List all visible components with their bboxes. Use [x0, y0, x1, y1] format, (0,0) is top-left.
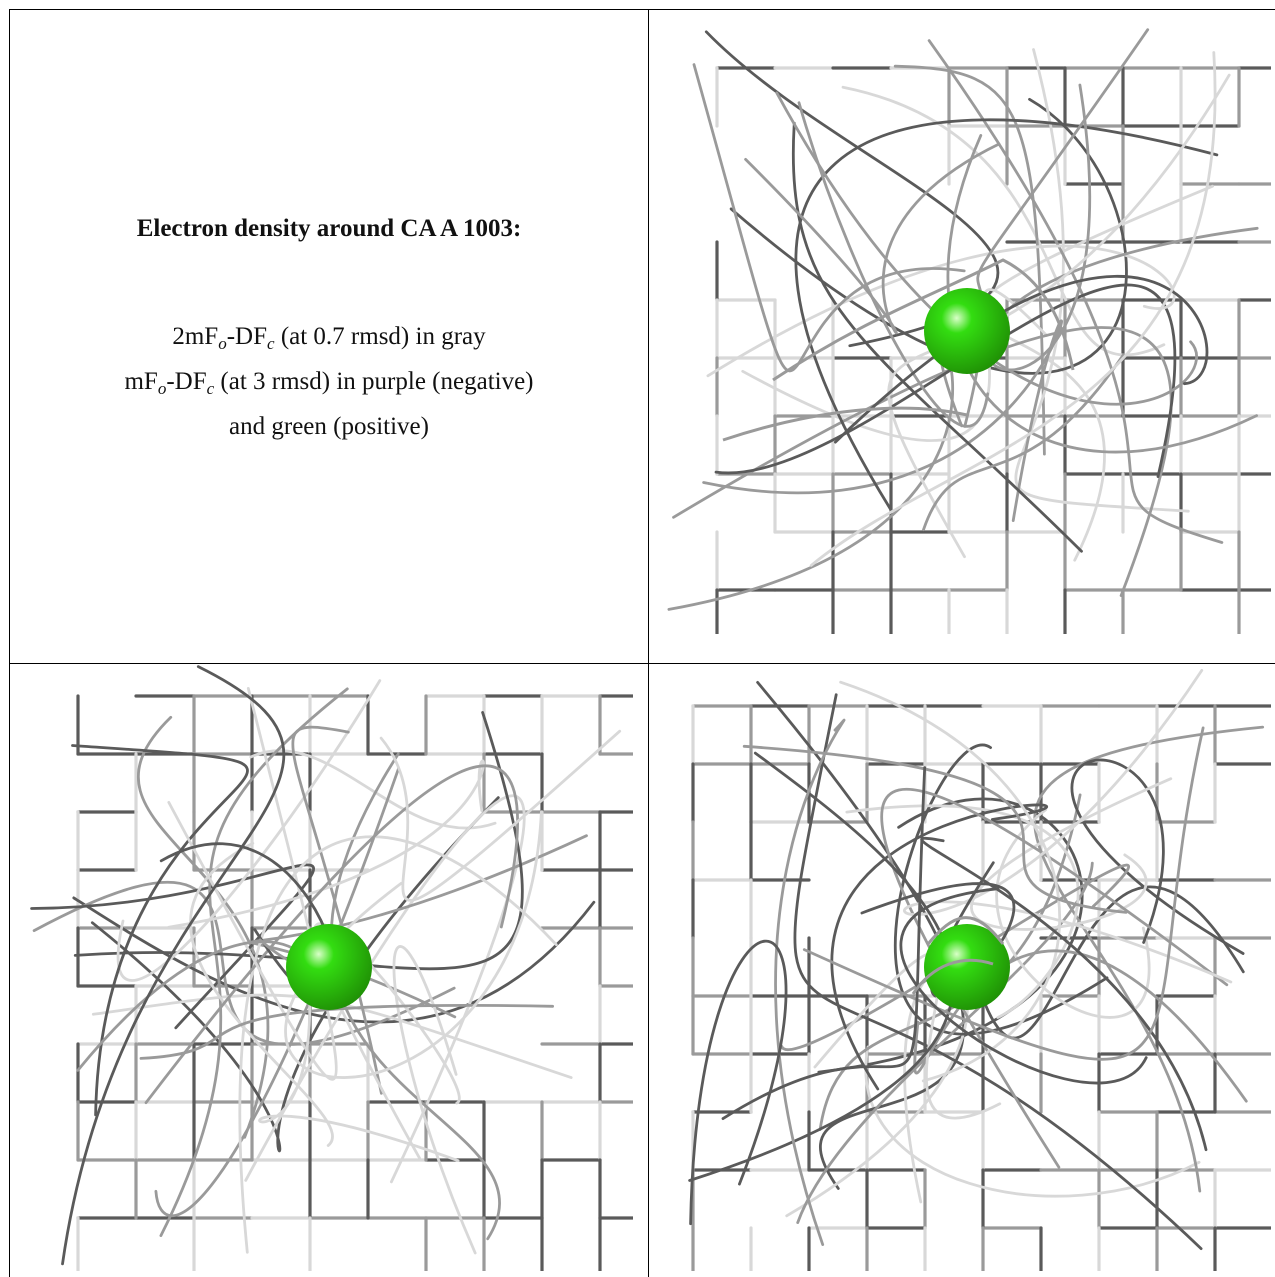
mesh-contour: [830, 803, 1049, 1091]
mesh-contour: [793, 693, 1203, 1250]
table-border-top: [10, 9, 1275, 10]
mesh-contour: [809, 51, 1217, 567]
mesh-contour: [813, 951, 1002, 1120]
density-mesh-top-right: [667, 28, 1271, 634]
mesh-contour: [167, 759, 485, 929]
density-panel-top-right: [663, 20, 1271, 634]
calcium-atom-sphere: [924, 924, 1010, 1010]
legend-line-2-sub2: c: [206, 379, 215, 398]
mesh-contour: [249, 749, 497, 830]
legend-line-2: mFo-DFc (at 3 rmsd) in purple (negative): [10, 363, 648, 408]
mesh-contour: [802, 726, 1205, 1061]
caption-cell: Electron density around CA A 1003: 2mFo-…: [10, 10, 648, 663]
mesh-contour: [780, 863, 1130, 1051]
mesh-contour: [672, 326, 1173, 597]
table-border-left: [9, 9, 10, 1277]
mesh-contour: [818, 793, 1082, 1131]
mesh-contour: [797, 101, 989, 428]
table-border-middle: [648, 9, 649, 1277]
mesh-contour: [970, 777, 1173, 931]
mesh-contour: [722, 406, 968, 442]
mesh-contour: [136, 715, 270, 1139]
mesh-contour: [864, 1045, 1201, 1198]
mesh-contour: [1014, 48, 1190, 513]
mesh-contour: [741, 288, 1049, 443]
legend-line-1-pre: 2mF: [172, 323, 219, 350]
legend-line-2-mid: -DF: [166, 368, 207, 395]
calcium-atom-sphere: [924, 288, 1010, 374]
legend-line-2-post: (at 3 rmsd) in purple (negative): [214, 368, 534, 395]
mesh-contour: [893, 743, 1109, 1036]
mesh-grid: [688, 669, 1271, 1271]
legend-line-3-text: and green (positive): [229, 413, 429, 440]
mesh-contour: [72, 896, 596, 1024]
mesh-contour: [926, 916, 1005, 945]
mesh-contour: [775, 91, 1198, 406]
mesh-contour: [927, 39, 1224, 544]
mesh-contour: [785, 967, 969, 1218]
legend-line-1: 2mFo-DFc (at 0.7 rmsd) in gray: [10, 318, 648, 363]
mesh-contour: [238, 835, 558, 1254]
legend-line-1-mid: -DF: [226, 323, 268, 350]
mesh-grid: [667, 28, 1271, 634]
legend-line-1-sub1: o: [218, 334, 227, 353]
mesh-contour: [159, 687, 349, 1237]
mesh-contour: [744, 142, 1001, 335]
mesh-contour: [689, 939, 788, 1226]
mesh-contour: [61, 665, 286, 1266]
mesh-contour: [946, 134, 1258, 454]
legend-line-1-sub2: c: [267, 334, 275, 353]
mesh-overlay: [722, 258, 1075, 442]
legend-line-1-post: (at 0.7 rmsd) in gray: [274, 323, 486, 350]
mesh-contour: [721, 766, 927, 1120]
mesh-contour: [702, 319, 1064, 522]
mesh-contour: [71, 744, 249, 1117]
legend-line-2-sub1: o: [157, 379, 167, 398]
mesh-contour: [139, 1003, 554, 1060]
mesh-contour: [32, 880, 456, 1046]
mesh-contour: [729, 97, 1128, 375]
mesh-contour: [902, 669, 1233, 984]
legend-line-3: and green (positive): [10, 408, 648, 446]
mesh-contour: [392, 945, 477, 1255]
mesh-contour: [742, 744, 1128, 914]
legend-text: 2mFo-DFc (at 0.7 rmsd) in gray mFo-DFc (…: [10, 318, 648, 446]
mesh-contour: [922, 353, 1125, 532]
legend-line-2-pre: mF: [124, 368, 158, 395]
density-mesh-bottom-right: [688, 669, 1271, 1271]
mesh-contour: [379, 729, 622, 902]
density-panel-bottom-right: [663, 664, 1271, 1271]
mesh-contour: [1033, 725, 1265, 1193]
mesh-contour: [794, 118, 1219, 511]
mesh-contour: [772, 258, 1075, 382]
mesh-contour: [714, 283, 1177, 478]
mesh-contour: [893, 64, 1046, 456]
mesh-contour: [774, 718, 846, 1246]
density-mesh-bottom-left: [30, 665, 633, 1271]
mesh-overlay: [911, 916, 1005, 995]
table-border-mid-horizontal: [10, 663, 1275, 664]
density-panel-bottom-left: [25, 664, 633, 1271]
mesh-contour: [839, 680, 1062, 1083]
mesh-contour: [258, 966, 460, 1163]
calcium-atom-sphere: [286, 924, 372, 1010]
mesh-contour: [911, 958, 994, 995]
mesh-contour: [73, 711, 524, 971]
mesh-contour: [144, 764, 519, 1105]
mesh-contour: [692, 63, 966, 373]
figure-title: Electron density around CA A 1003:: [136, 215, 522, 242]
